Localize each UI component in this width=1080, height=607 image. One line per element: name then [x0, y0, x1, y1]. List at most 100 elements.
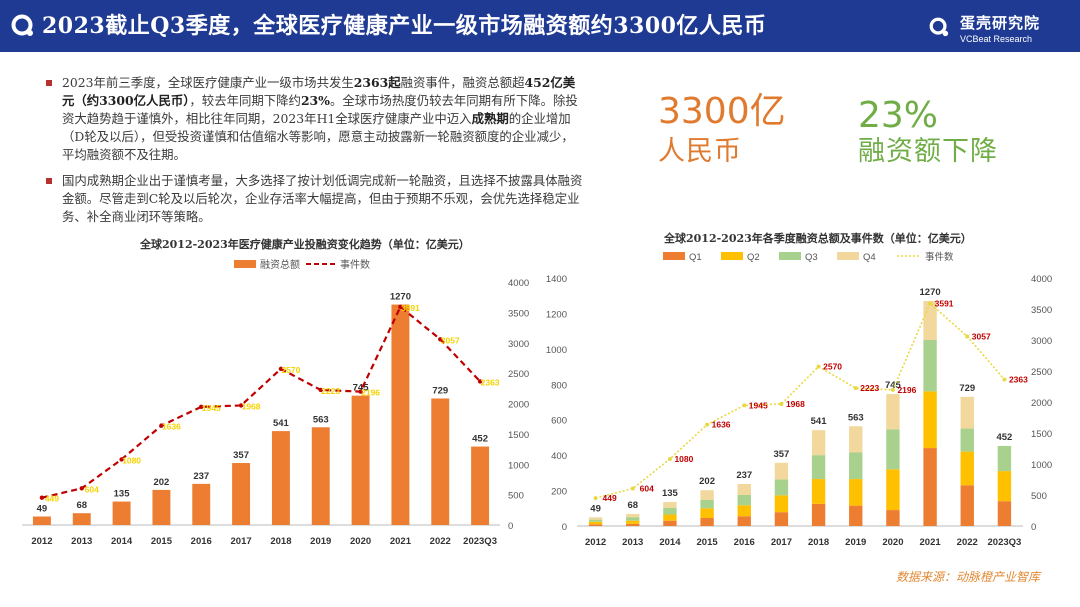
- x-tick-label: 2014: [659, 537, 681, 548]
- event-value-label: 2363: [1009, 374, 1028, 384]
- legend-swatch: [234, 260, 256, 268]
- event-value-label: 2363: [481, 377, 500, 387]
- y-right-tick-label: 2000: [508, 400, 529, 411]
- bar-value-label: 135: [114, 489, 131, 500]
- y-right-tick-label: 0: [508, 521, 513, 532]
- bar-value-label: 729: [432, 385, 448, 396]
- bullet-marker: [46, 80, 52, 86]
- event-point: [438, 337, 443, 342]
- bullet-segment: 。全球市场热度仍较去年同期有所下降。除投资大趋势趋于谨慎外，相比往年同期，202…: [62, 93, 578, 126]
- bar-total-label: 135: [662, 488, 679, 499]
- bar: [152, 489, 171, 525]
- legend-swatch: [663, 252, 685, 260]
- stacked-bar-segment: [849, 452, 863, 480]
- bar: [112, 501, 131, 525]
- bar: [311, 427, 330, 525]
- y-right-tick-label: 1500: [508, 430, 529, 441]
- event-point: [965, 334, 970, 339]
- bullet-segment-bold: 成熟期: [471, 111, 509, 126]
- y-right-tick-label: 3500: [1031, 305, 1052, 316]
- x-tick-label: 2019: [845, 537, 866, 548]
- stacked-bar-segment: [626, 513, 640, 518]
- bullet-item: 国内成熟期企业出于谨慎考量，大多选择了按计划低调完成新一轮融资，且选择不披露具体…: [46, 172, 586, 226]
- legend-label: 事件数: [925, 251, 954, 263]
- stacked-bar-segment: [811, 430, 826, 456]
- y-right-tick-label: 0: [1031, 522, 1036, 533]
- event-value-label: 1080: [674, 454, 693, 464]
- bar: [271, 431, 290, 525]
- event-point: [278, 366, 284, 372]
- bar-value-label: 745: [353, 383, 370, 394]
- y-left-tick-label: 800: [551, 380, 567, 391]
- event-value-label: 2196: [897, 385, 916, 395]
- event-point: [477, 379, 483, 384]
- stacked-bar-segment: [700, 508, 714, 519]
- y-right-tick-label: 500: [508, 491, 524, 502]
- chart1-title: 全球2012-2023年医疗健康产业投融资变化趋势（单位：亿美元）: [140, 238, 470, 251]
- x-tick-label: 2015: [697, 537, 719, 548]
- x-tick-label: 2021: [920, 537, 942, 548]
- event-value-label: 1945: [202, 403, 221, 413]
- x-tick-label: 2020: [882, 537, 903, 548]
- event-value-label: 2196: [361, 388, 380, 398]
- x-tick-label: 2023Q3: [988, 537, 1022, 548]
- stacked-bar-segment: [886, 394, 900, 430]
- bar: [431, 398, 450, 525]
- legend-swatch: [837, 252, 859, 260]
- brand-name: 蛋壳研究院: [959, 14, 1040, 32]
- decline-label: 融资额下降: [858, 136, 998, 167]
- chart-quarterly-funding: Q1 Q2 Q3 Q4 事件数 0 200 400 600 800 1000 1200 1400 0 500…: [546, 251, 1052, 548]
- y-right-tick-label: 2500: [1031, 367, 1052, 378]
- y-left-tick-label: 400: [551, 451, 567, 462]
- stacked-bar-segment: [588, 524, 603, 526]
- x-tick-label: 2018: [808, 537, 829, 548]
- event-value-label: 2570: [281, 365, 300, 375]
- y-left-tick-label: 1400: [546, 274, 567, 285]
- y-right-tick-label: 500: [1031, 491, 1047, 502]
- y-right-tick-label: 4000: [1031, 274, 1052, 285]
- legend-swatch: [779, 252, 801, 260]
- y-left-tick-label: 1000: [546, 345, 567, 356]
- stacked-bar-segment: [960, 428, 974, 452]
- legend-label: Q4: [863, 252, 876, 263]
- stacked-bar-segment: [997, 445, 1012, 472]
- amount-label: 人民币: [658, 136, 742, 167]
- event-value-label: 2223: [321, 386, 340, 396]
- event-point: [39, 495, 45, 500]
- stacked-bar-segment: [588, 517, 603, 520]
- bullet-segment: 2023年前三季度，全球医疗健康产业一级市场共发生: [62, 75, 354, 90]
- bar-total-label: 237: [736, 470, 752, 481]
- event-point: [1002, 377, 1007, 382]
- stacked-bar-segment: [960, 485, 974, 526]
- stacked-bar-segment: [663, 520, 677, 526]
- bar-value-label: 452: [472, 434, 488, 445]
- stacked-bar-segment: [849, 479, 863, 506]
- stacked-bar-segment: [811, 479, 826, 504]
- bar-total-label: 745: [885, 380, 902, 391]
- logo-icon: [11, 14, 33, 36]
- x-tick-label: 2013: [622, 537, 643, 548]
- y-right-tick-label: 2000: [1031, 398, 1052, 409]
- y-right-tick-label: 2500: [508, 369, 529, 380]
- x-tick-label: 2017: [231, 536, 252, 547]
- stacked-bar-segment: [886, 510, 900, 526]
- stacked-bar-segment: [774, 462, 789, 480]
- x-tick-label: 2022: [957, 537, 978, 548]
- stacked-bar-segment: [886, 469, 900, 511]
- y-right-tick-label: 1000: [1031, 460, 1052, 471]
- event-value-label: 1968: [242, 401, 261, 411]
- legend-swatch: [721, 252, 743, 260]
- brand: 蛋壳研究院 VCBeat Research: [929, 12, 1040, 44]
- event-point: [779, 401, 784, 406]
- brand-logo-icon: [929, 17, 949, 37]
- stacked-bar-segment: [663, 514, 677, 521]
- bullet-marker: [46, 178, 52, 184]
- stacked-bar-segment: [997, 471, 1012, 502]
- stacked-bar-segment: [811, 503, 826, 526]
- y-left-tick-label: 200: [551, 487, 567, 498]
- event-point: [358, 389, 363, 394]
- stacked-bar-segment: [737, 484, 751, 495]
- event-point: [159, 423, 164, 428]
- stacked-bar-segment: [663, 502, 677, 508]
- x-tick-label: 2014: [111, 536, 133, 547]
